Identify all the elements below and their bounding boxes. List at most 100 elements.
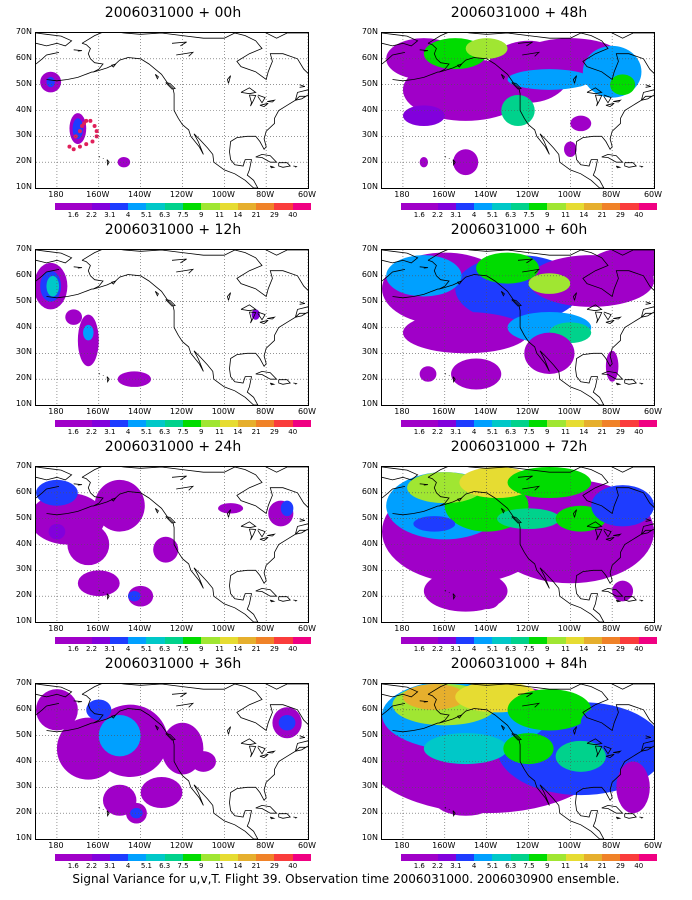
- coastline: [382, 467, 419, 481]
- variance-contour: [419, 157, 429, 168]
- variance-contour: [46, 275, 60, 297]
- colorbar-label: 4: [125, 862, 131, 870]
- variance-contour: [278, 715, 296, 731]
- colorbar-label: 29: [269, 862, 279, 870]
- colorbar-swatch: [109, 420, 129, 427]
- lon-label: 60W: [643, 190, 663, 199]
- lat-label: 50N: [361, 729, 378, 739]
- lat-label: 70N: [15, 27, 32, 36]
- variance-contour: [72, 118, 84, 139]
- coastline: [255, 587, 278, 597]
- coastline: [287, 33, 308, 34]
- lon-label: 120W: [169, 624, 194, 633]
- coastline: [511, 733, 522, 741]
- colorbar-swatch: [565, 420, 584, 427]
- colorbar-swatch: [201, 203, 220, 210]
- coastline: [265, 33, 288, 39]
- colorbar-swatch: [274, 637, 293, 644]
- lon-label: 100W: [557, 407, 581, 416]
- coastline: [36, 703, 60, 716]
- coastline: [382, 269, 406, 282]
- colorbar-label: 6.3: [505, 211, 517, 219]
- lat-label: 50N: [15, 295, 32, 305]
- lat-label: 10N: [361, 399, 378, 408]
- variance-contour: [153, 536, 179, 563]
- lon-label: 160W: [86, 190, 110, 199]
- colorbar-swatch: [510, 637, 529, 644]
- variance-contour: [36, 479, 78, 506]
- colorbar-swatch: [91, 203, 110, 210]
- colorbar-swatch: [583, 203, 603, 210]
- colorbar-swatch: [201, 637, 220, 644]
- colorbar-swatch: [292, 637, 311, 644]
- coastline: [265, 250, 288, 256]
- lon-label: 80W: [256, 407, 275, 416]
- colorbar-swatch: [583, 854, 603, 861]
- lon-label: 140W: [128, 407, 152, 416]
- coastline: [427, 250, 654, 405]
- colorbar-label: 11: [215, 211, 225, 219]
- variance-contour: [591, 250, 654, 279]
- variance-contour: [140, 777, 183, 808]
- coastline: [572, 726, 577, 735]
- variance-contour: [564, 141, 577, 157]
- lat-label: 60N: [361, 486, 378, 496]
- colorbar-label: 29: [269, 645, 279, 653]
- map-panel: 2006031000 + 84h 70N 60N 50N 40N 30N 20N 10N 180…: [346, 651, 692, 876]
- lat-label: 20N: [15, 590, 32, 600]
- coastline: [611, 250, 634, 256]
- lon-label: 140W: [474, 190, 498, 199]
- lat-label: 30N: [361, 781, 378, 791]
- colorbar: [401, 854, 657, 861]
- lat-label: 10N: [361, 833, 378, 842]
- colorbar-label: 4: [471, 211, 477, 219]
- colorbar-swatch: [146, 854, 165, 861]
- colorbar-swatch: [401, 420, 420, 427]
- coastline: [645, 84, 652, 88]
- variance-contour: [591, 485, 654, 527]
- variance-contour: [612, 580, 634, 602]
- variance-map: [381, 466, 655, 623]
- coastline: [603, 311, 612, 321]
- colorbar-swatch: [419, 420, 438, 427]
- coastline: [452, 159, 456, 167]
- colorbar-label: 21: [597, 428, 607, 436]
- coastline: [46, 71, 93, 82]
- coastline: [111, 497, 117, 502]
- coastline: [522, 485, 541, 491]
- colorbar-swatch: [73, 854, 92, 861]
- variance-contour: [130, 808, 143, 819]
- colorbar-label: 29: [269, 428, 279, 436]
- coastline: [457, 497, 463, 502]
- colorbar-label: 7.5: [523, 645, 535, 653]
- variance-contour: [386, 255, 462, 297]
- colorbar-label: 9: [545, 211, 550, 219]
- colorbar-swatch: [182, 203, 202, 210]
- colorbar-swatch: [256, 854, 275, 861]
- coastline: [240, 87, 257, 95]
- lat-label: 10N: [361, 616, 378, 625]
- coastline: [295, 528, 308, 535]
- coastline: [639, 165, 644, 168]
- coastline: [500, 507, 505, 514]
- coastline: [259, 319, 269, 325]
- coastline: [269, 816, 276, 820]
- lon-label: 180: [48, 190, 64, 199]
- coastline: [299, 84, 306, 88]
- colorbar-label: 5.1: [140, 645, 152, 653]
- colorbar-label: 7.5: [177, 645, 189, 653]
- colorbar-swatch: [602, 637, 621, 644]
- colorbar-label: 7.5: [523, 428, 535, 436]
- lat-label: 40N: [15, 104, 32, 114]
- coastline: [257, 745, 266, 755]
- colorbar-label: 5.1: [140, 428, 152, 436]
- colorbar-label: 11: [561, 428, 571, 436]
- lat-label: 70N: [15, 244, 32, 253]
- colorbar-swatch: [474, 637, 493, 644]
- lon-label: 80W: [256, 841, 275, 850]
- colorbar-swatch: [274, 854, 293, 861]
- observation-point: [84, 142, 89, 147]
- colorbar-label: 29: [269, 211, 279, 219]
- lat-label: 60N: [361, 269, 378, 279]
- colorbar-label: 6.3: [159, 428, 171, 436]
